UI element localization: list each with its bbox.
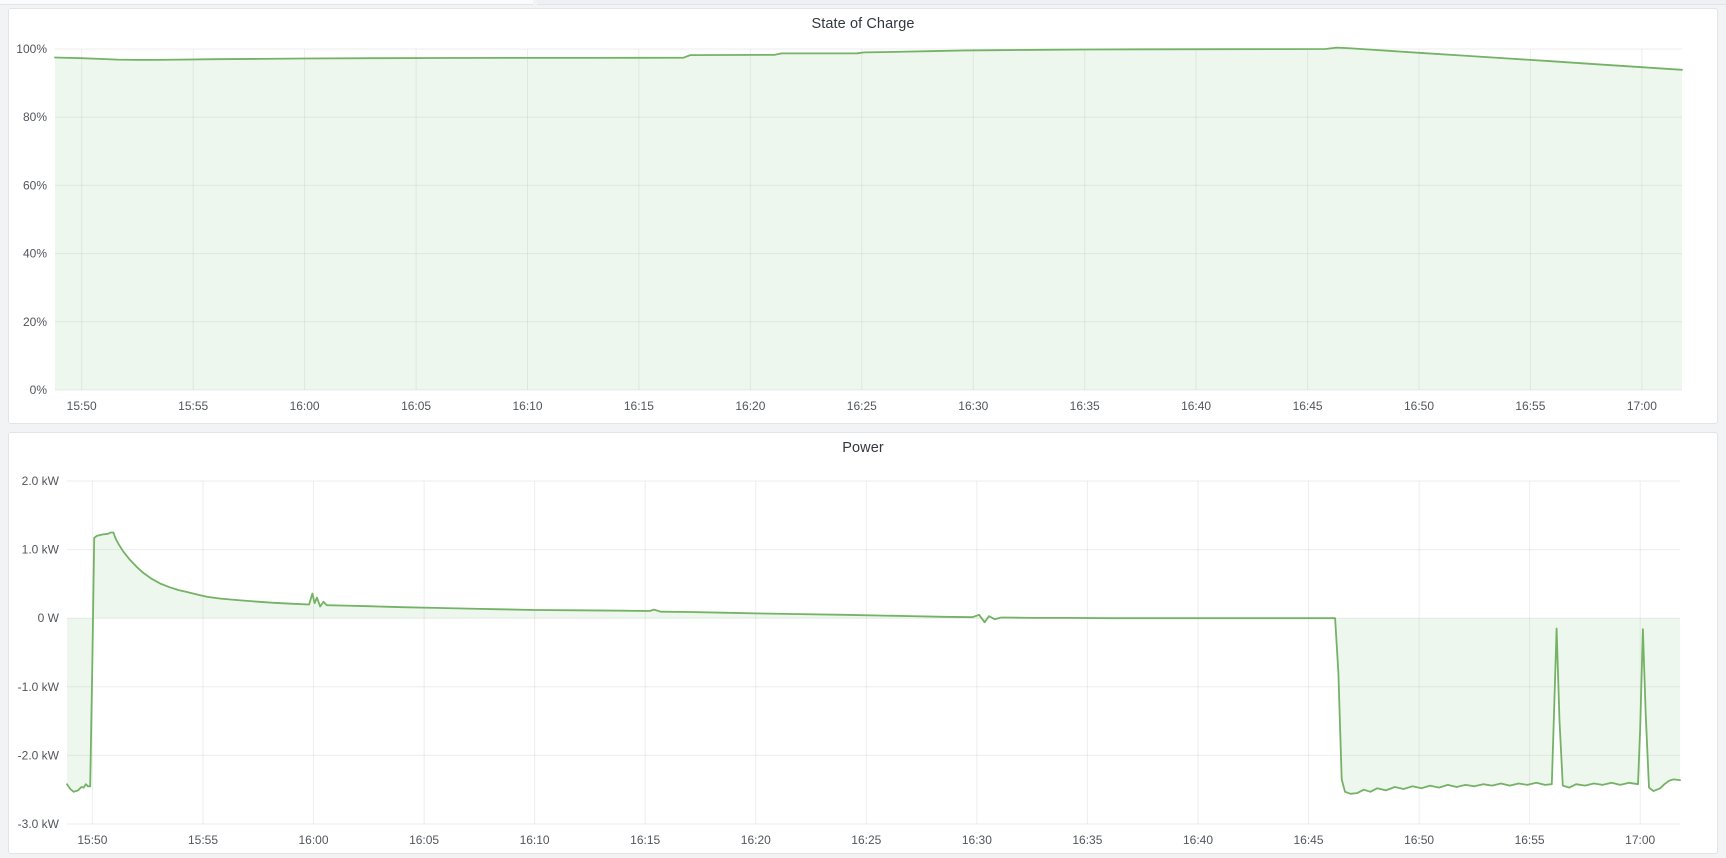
x-tick-label: 16:15 [624, 399, 654, 413]
x-tick-label: 17:00 [1625, 833, 1655, 847]
x-tick-label: 16:40 [1181, 399, 1211, 413]
x-tick-label: 16:20 [735, 399, 765, 413]
x-tick-label: 16:25 [851, 833, 881, 847]
series-line [66, 531, 1681, 795]
x-tick-label: 16:10 [512, 399, 542, 413]
y-tick-label: 2.0 kW [22, 474, 60, 488]
panel-title-state-of-charge[interactable]: State of Charge [811, 16, 915, 32]
x-tick-label: 16:35 [1072, 833, 1102, 847]
y-tick-label: -1.0 kW [18, 680, 60, 694]
x-tick-label: 16:50 [1404, 833, 1434, 847]
above-panel-bottom-edge-right [537, 0, 1726, 5]
x-tick-label: 16:40 [1183, 833, 1213, 847]
y-tick-label: 60% [23, 178, 47, 192]
x-tick-label: 16:05 [409, 833, 439, 847]
state-of-charge-chart: 100% 80% 60% 40% 20% 0% 15:50 15:55 16:00 16:05 16… [16, 42, 1683, 413]
y-tick-label: -3.0 kW [18, 817, 60, 831]
x-tick-label: 15:55 [188, 833, 218, 847]
y-tick-label: 80% [23, 110, 47, 124]
series-area-fill [67, 532, 1680, 794]
panel-title-power[interactable]: Power [842, 440, 884, 456]
x-tick-label: 16:50 [1404, 399, 1434, 413]
y-tick-label: 0% [30, 383, 48, 397]
power-chart: 2.0 kW 1.0 kW 0 W -1.0 kW -2.0 kW -3.0 kW 15:5… [18, 474, 1681, 847]
y-tick-label: 20% [23, 315, 47, 329]
above-panel-bottom-edge-left [0, 0, 533, 5]
y-tick-label: 1.0 kW [22, 543, 60, 557]
x-tick-label: 16:15 [630, 833, 660, 847]
x-tick-label: 15:50 [77, 833, 107, 847]
x-tick-label: 16:20 [741, 833, 771, 847]
y-tick-label: 40% [23, 247, 47, 261]
tick-labels: 2.0 kW 1.0 kW 0 W -1.0 kW -2.0 kW -3.0 kW 15:5… [18, 474, 1656, 847]
x-tick-label: 16:10 [520, 833, 550, 847]
x-tick-label: 17:00 [1627, 399, 1657, 413]
x-tick-label: 16:05 [401, 399, 431, 413]
grid-lines [55, 48, 1682, 391]
x-tick-label: 16:25 [847, 399, 877, 413]
series-line [54, 46, 1683, 71]
x-tick-label: 16:30 [958, 399, 988, 413]
panel-power: Power 2.0 kW 1.0 kW 0 W -1.0 kW -2.0 kW -3.0 … [8, 432, 1718, 854]
tick-labels: 100% 80% 60% 40% 20% 0% 15:50 15:55 16:00 16:05 16… [16, 42, 1657, 413]
y-tick-label: 100% [16, 42, 47, 56]
series-area-fill [55, 47, 1682, 390]
x-tick-label: 16:00 [298, 833, 328, 847]
x-tick-label: 16:30 [962, 833, 992, 847]
x-tick-label: 15:55 [178, 399, 208, 413]
grid-lines [67, 480, 1680, 825]
x-tick-label: 16:55 [1515, 833, 1545, 847]
x-tick-label: 16:35 [1070, 399, 1100, 413]
x-tick-label: 15:50 [67, 399, 97, 413]
x-tick-label: 16:45 [1293, 399, 1323, 413]
panel-state-of-charge: State of Charge 100% 80% 60% 40% 20% 0% 15:50 1… [8, 8, 1718, 424]
x-tick-label: 16:00 [290, 399, 320, 413]
x-tick-label: 16:45 [1293, 833, 1323, 847]
y-tick-label: 0 W [38, 611, 60, 625]
y-tick-label: -2.0 kW [18, 748, 60, 762]
x-tick-label: 16:55 [1515, 399, 1545, 413]
